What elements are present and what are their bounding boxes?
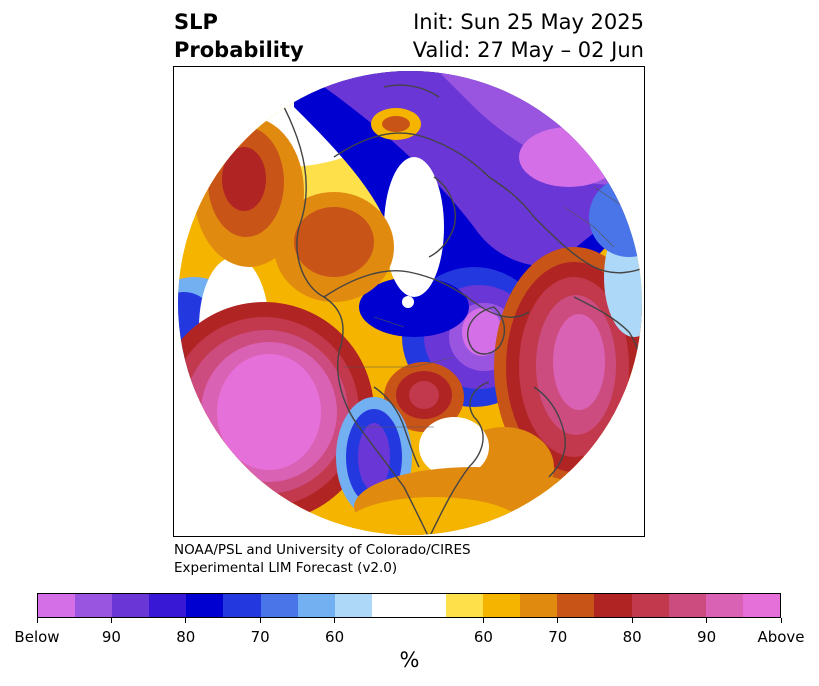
init-date: Init: Sun 25 May 2025 xyxy=(413,10,644,34)
colorbar-unit: % xyxy=(399,648,420,672)
colorbar-segment xyxy=(446,594,484,617)
colorbar-segment xyxy=(75,594,113,617)
colorbar-label: Below xyxy=(14,628,60,646)
colorbar-label: 90 xyxy=(697,628,717,646)
colorbar-label: 70 xyxy=(548,628,568,646)
colorbar-segment xyxy=(594,594,632,617)
credit-text: NOAA/PSL and University of Colorado/CIRE… xyxy=(174,541,471,577)
colorbar-ticks xyxy=(0,618,819,624)
colorbar-segment xyxy=(742,594,780,617)
colorbar-segment xyxy=(112,594,150,617)
colorbar-segment xyxy=(483,594,521,617)
colorbar-tick xyxy=(334,618,336,623)
map-title: SLP Probability xyxy=(174,8,304,64)
title-variable: SLP xyxy=(174,10,218,34)
colorbar-segment xyxy=(149,594,187,617)
colorbar-segment xyxy=(186,594,224,617)
colorbar-label: 80 xyxy=(622,628,642,646)
colorbar-segment xyxy=(520,594,558,617)
colorbar-tick xyxy=(631,618,633,623)
colorbar-segment xyxy=(334,594,372,617)
colorbar-tick xyxy=(706,618,708,623)
colorbar-tick xyxy=(482,618,484,623)
colorbar-segment xyxy=(223,594,261,617)
polar-projection-map xyxy=(178,71,642,535)
colorbar-tick xyxy=(259,618,261,623)
colorbar-segment xyxy=(668,594,706,617)
colorbar-segment xyxy=(408,594,447,617)
colorbar-segment xyxy=(557,594,595,617)
colorbar-label: 80 xyxy=(176,628,196,646)
colorbar-label: 90 xyxy=(101,628,121,646)
colorbar-segment xyxy=(297,594,335,617)
colorbar-label: 60 xyxy=(473,628,493,646)
credit-line-2: Experimental LIM Forecast (v2.0) xyxy=(174,560,398,576)
colorbar-segment xyxy=(260,594,298,617)
colorbar-segment xyxy=(631,594,669,617)
colorbar-tick xyxy=(557,618,559,623)
forecast-dates: Init: Sun 25 May 2025 Valid: 27 May – 02… xyxy=(413,8,644,64)
colorbar-label: 70 xyxy=(250,628,270,646)
coastlines xyxy=(283,84,642,535)
colorbar-tick xyxy=(185,618,187,623)
colorbar-segment xyxy=(705,594,743,617)
colorbar-labels: Below 90 80 70 60 60 70 80 90 Above xyxy=(0,628,819,648)
colorbar-tick xyxy=(110,618,112,623)
probability-field xyxy=(178,71,642,535)
credit-line-1: NOAA/PSL and University of Colorado/CIRE… xyxy=(174,542,471,558)
colorbar-label: Above xyxy=(757,628,805,646)
colorbar-segment xyxy=(38,594,76,617)
colorbar-tick xyxy=(36,618,38,623)
colorbar-segment xyxy=(371,594,409,617)
probability-map xyxy=(173,66,645,537)
title-quantity: Probability xyxy=(174,38,304,62)
colorbar-label: 60 xyxy=(325,628,345,646)
colorbar xyxy=(37,593,781,618)
valid-range: Valid: 27 May – 02 Jun xyxy=(412,38,644,62)
colorbar-tick xyxy=(780,618,782,623)
